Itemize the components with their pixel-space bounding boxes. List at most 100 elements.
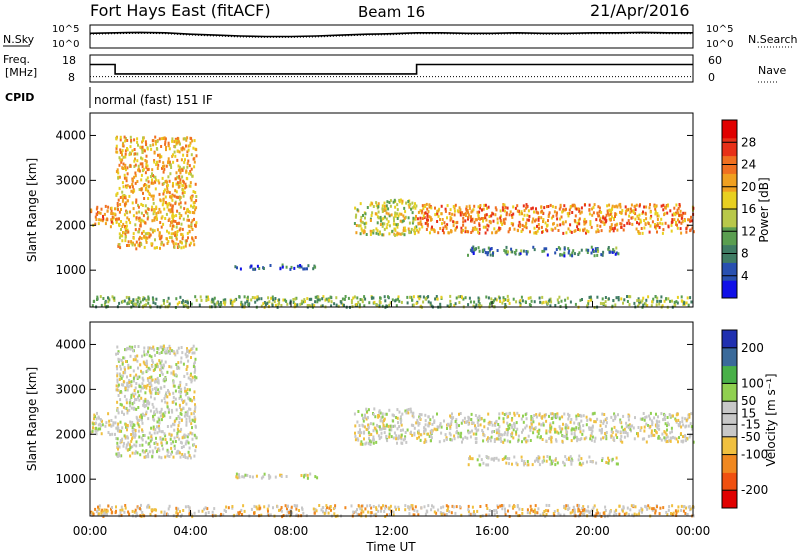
data-point-1 [125, 401, 128, 405]
data-point-4 [615, 223, 618, 227]
data-point-1 [189, 141, 192, 145]
data-point-1 [120, 208, 122, 211]
data-point-4 [671, 218, 674, 222]
data-point-1 [140, 202, 143, 206]
data-point-4 [482, 219, 484, 223]
data-point-6 [132, 304, 135, 308]
data-point-4 [544, 221, 547, 225]
data-point-5 [580, 457, 583, 461]
data-point-4 [444, 433, 447, 437]
data-point-4 [499, 216, 502, 220]
data-point-3 [396, 212, 398, 216]
data-point-1 [176, 181, 179, 185]
data-point-4 [455, 425, 458, 429]
data-point-4 [449, 414, 452, 418]
data-point-5 [568, 456, 570, 460]
data-point-2 [303, 473, 306, 477]
data-point-4 [679, 209, 682, 213]
data-point-4 [524, 413, 527, 417]
data-point-1 [183, 433, 186, 437]
data-point-1 [125, 168, 127, 172]
data-point-1 [122, 185, 125, 189]
data-point-1 [145, 154, 148, 158]
data-point-3 [366, 206, 369, 209]
data-point-6 [272, 298, 275, 302]
data-point-1 [175, 417, 178, 421]
data-point-6 [666, 513, 669, 516]
data-point-6 [323, 512, 326, 515]
data-point-6 [306, 297, 309, 301]
data-point-4 [690, 425, 693, 429]
data-point-3 [409, 407, 412, 411]
data-point-6 [103, 508, 106, 512]
data-point-3 [397, 232, 400, 236]
data-point-4 [521, 440, 523, 444]
data-point-4 [651, 421, 654, 425]
data-point-1 [161, 430, 164, 434]
data-point-1 [142, 136, 144, 140]
data-point-3 [372, 205, 375, 208]
data-point-1 [167, 208, 170, 212]
data-point-1 [145, 404, 148, 408]
data-point-1 [122, 405, 125, 409]
data-point-3 [396, 208, 399, 212]
data-point-1 [188, 388, 191, 392]
data-point-0 [90, 208, 93, 212]
data-point-4 [543, 415, 546, 419]
data-point-3 [396, 416, 399, 420]
data-point-3 [380, 219, 382, 223]
data-point-3 [408, 205, 411, 209]
data-point-1 [126, 384, 129, 388]
data-point-0 [100, 207, 103, 211]
data-point-6 [496, 511, 498, 515]
data-point-1 [174, 177, 177, 181]
data-point-4 [515, 432, 518, 436]
data-point-1 [169, 195, 171, 199]
ytick-label-3: 4000 [55, 128, 86, 142]
data-point-1 [149, 439, 152, 443]
data-point-4 [516, 204, 519, 208]
data-point-4 [530, 422, 533, 426]
data-point-6 [224, 298, 227, 302]
data-point-1 [120, 160, 123, 164]
data-point-4 [582, 424, 585, 428]
data-point-6 [308, 304, 311, 308]
data-point-6 [667, 297, 670, 301]
data-point-1 [123, 394, 126, 398]
data-point-6 [479, 505, 482, 508]
data-point-1 [170, 446, 173, 450]
data-point-4 [596, 211, 599, 215]
data-point-3 [413, 426, 416, 430]
data-point-6 [108, 298, 111, 302]
data-point-4 [520, 230, 523, 233]
data-point-6 [473, 300, 476, 304]
data-point-4 [525, 440, 528, 444]
data-point-1 [180, 246, 183, 250]
data-point-4 [605, 437, 608, 441]
data-point-1 [170, 452, 173, 456]
data-point-1 [161, 372, 164, 376]
data-point-4 [430, 217, 433, 221]
data-point-4 [676, 412, 679, 416]
data-point-5 [469, 455, 471, 459]
data-point-6 [102, 297, 105, 300]
data-point-1 [179, 142, 181, 146]
data-point-4 [482, 217, 485, 220]
data-point-3 [354, 424, 357, 428]
data-point-4 [417, 431, 420, 435]
data-point-6 [204, 506, 207, 510]
data-point-4 [437, 231, 440, 235]
data-point-4 [485, 213, 488, 217]
data-point-1 [152, 230, 154, 234]
data-point-1 [151, 438, 153, 441]
data-point-6 [267, 296, 270, 300]
data-point-3 [357, 224, 360, 228]
data-point-1 [157, 416, 160, 420]
data-point-5 [487, 246, 490, 250]
data-point-6 [381, 304, 384, 308]
data-point-6 [152, 297, 155, 301]
data-point-1 [191, 418, 194, 422]
data-point-1 [186, 365, 189, 369]
data-point-6 [611, 304, 614, 308]
data-point-4 [602, 421, 605, 425]
